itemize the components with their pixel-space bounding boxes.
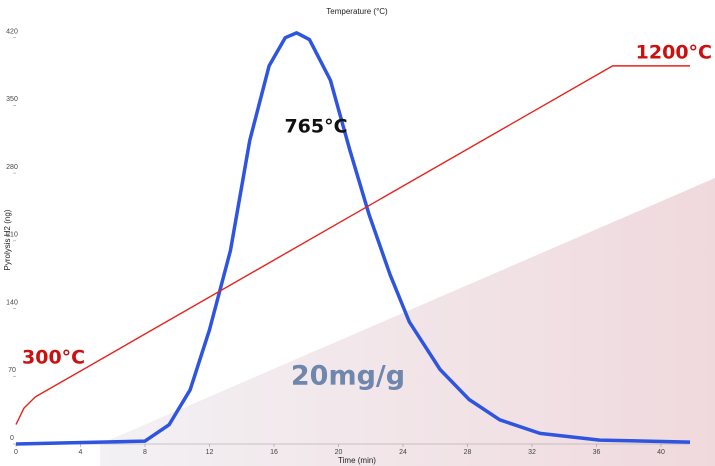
annotation: 765°C — [284, 116, 347, 138]
y-axis-title: Pyrolysis H2 (ng) — [3, 209, 12, 270]
x-tick-label: 16 — [270, 449, 278, 456]
y-tick-label: 420 — [6, 29, 18, 36]
line-series — [15, 31, 691, 446]
y-tick-label: 70 — [8, 367, 16, 374]
line-series — [15, 65, 690, 425]
annotation: 20mg/g — [291, 361, 405, 392]
x-tick-label: 8 — [143, 449, 147, 456]
y-tick-label: 280 — [6, 164, 18, 171]
x-tick-label: 40 — [657, 449, 665, 456]
y-tick-label: 210 — [6, 232, 18, 239]
x-tick-label: 4 — [79, 449, 83, 456]
annotation: 300°C — [22, 347, 85, 369]
x-tick-label: 12 — [206, 449, 214, 456]
x-tick-label: 0 — [14, 449, 18, 456]
chart-title: Temperature (°C) — [326, 7, 388, 16]
x-tick-label: 20 — [335, 449, 343, 456]
y-tick-label: 350 — [6, 96, 18, 103]
y-tick-label: 0 — [10, 435, 14, 442]
x-tick-label: 32 — [528, 449, 536, 456]
x-axis-title: Time (min) — [338, 456, 376, 465]
y-tick-label: 140 — [6, 299, 18, 306]
x-tick-label: 36 — [593, 449, 601, 456]
annotation: 1200°C — [636, 42, 712, 64]
x-tick-label: 24 — [399, 449, 407, 456]
background-shade — [100, 178, 715, 466]
x-tick-label: 28 — [464, 449, 472, 456]
